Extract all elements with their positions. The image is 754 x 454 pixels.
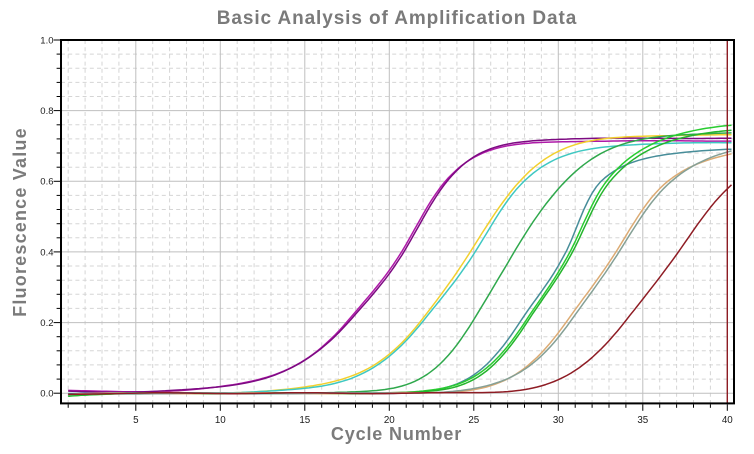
svg-text:0.2: 0.2 (40, 318, 53, 329)
svg-text:0.6: 0.6 (40, 177, 53, 188)
svg-text:40: 40 (722, 415, 733, 426)
svg-text:Cycle Number: Cycle Number (331, 424, 462, 444)
svg-text:0.0: 0.0 (40, 389, 53, 400)
svg-text:30: 30 (553, 415, 564, 426)
svg-text:Basic Analysis of Amplificatio: Basic Analysis of Amplification Data (217, 8, 577, 29)
svg-text:0.8: 0.8 (40, 106, 53, 117)
svg-text:Fluorescence Value: Fluorescence Value (10, 127, 30, 317)
svg-text:1.0: 1.0 (40, 36, 53, 47)
svg-text:20: 20 (384, 415, 395, 426)
svg-text:0.4: 0.4 (40, 247, 53, 258)
svg-text:10: 10 (215, 415, 226, 426)
svg-text:5: 5 (133, 415, 139, 426)
svg-text:15: 15 (299, 415, 310, 426)
svg-text:25: 25 (468, 415, 479, 426)
svg-text:35: 35 (637, 415, 648, 426)
